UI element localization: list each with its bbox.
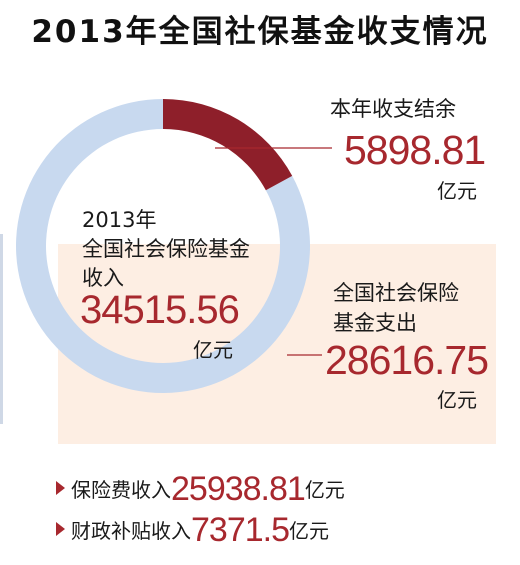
triangle-bullet-icon [56,481,65,495]
bullet-unit: 亿元 [289,519,329,543]
expenditure-label-line1: 全国社会保险 [333,281,459,305]
center-label-income: 收入 [82,266,124,290]
balance-value: 5898.81 [344,127,486,173]
expenditure-unit: 亿元 [437,388,477,412]
bullet-value: 25938.81 [171,470,306,508]
page-title: 2013年全国社保基金收支情况 [31,14,489,50]
bullet-label: 保险费收入 [71,478,171,502]
bullet-premium-income: 保险费收入25938.81亿元 [56,470,345,509]
balance-unit: 亿元 [437,179,477,203]
expenditure-value: 28616.75 [325,337,489,383]
bullet-value: 7371.5 [191,511,290,549]
edge-bar [0,234,3,424]
center-label: 2013年 全国社会保险基金 收入 [82,206,250,293]
center-unit: 亿元 [193,338,233,362]
slice-balance [163,99,293,191]
center-label-year: 2013年 [82,208,157,232]
expenditure-label: 全国社会保险 基金支出 [333,278,459,338]
center-value: 34515.56 [80,288,240,332]
bullet-fiscal-subsidy: 财政补贴收入7371.5亿元 [56,511,329,550]
bullet-label: 财政补贴收入 [71,519,191,543]
balance-label: 本年收支结余 [330,97,456,121]
center-label-name: 全国社会保险基金 [82,237,250,261]
bullet-unit: 亿元 [304,478,345,502]
triangle-bullet-icon [56,522,65,536]
expenditure-label-line2: 基金支出 [333,311,417,335]
